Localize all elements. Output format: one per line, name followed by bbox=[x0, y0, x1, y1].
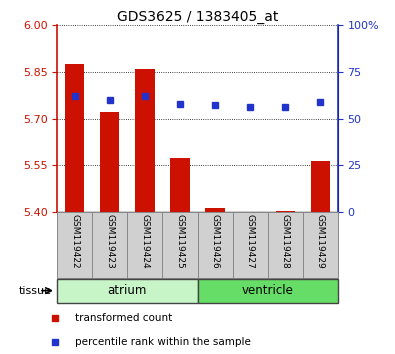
Text: GSM119428: GSM119428 bbox=[280, 215, 290, 269]
Bar bbox=[65, 64, 85, 212]
Text: ventricle: ventricle bbox=[242, 284, 293, 297]
Text: GSM119429: GSM119429 bbox=[316, 215, 325, 269]
Bar bbox=[100, 112, 120, 212]
Bar bbox=[275, 211, 295, 212]
Text: tissue: tissue bbox=[19, 286, 52, 296]
Title: GDS3625 / 1383405_at: GDS3625 / 1383405_at bbox=[117, 10, 278, 24]
Bar bbox=[135, 69, 154, 212]
Bar bbox=[170, 158, 190, 212]
Bar bbox=[57, 212, 92, 278]
Bar bbox=[92, 212, 127, 278]
Bar bbox=[162, 212, 198, 278]
Text: percentile rank within the sample: percentile rank within the sample bbox=[75, 337, 251, 347]
Text: transformed count: transformed count bbox=[75, 313, 172, 323]
Bar bbox=[57, 279, 198, 303]
Text: GSM119425: GSM119425 bbox=[175, 215, 184, 269]
Bar bbox=[233, 212, 267, 278]
Bar bbox=[303, 212, 338, 278]
Bar bbox=[198, 212, 233, 278]
Text: GSM119424: GSM119424 bbox=[140, 215, 149, 269]
Text: GSM119427: GSM119427 bbox=[246, 215, 255, 269]
Text: GSM119426: GSM119426 bbox=[211, 215, 220, 269]
Bar bbox=[198, 279, 338, 303]
Bar bbox=[310, 161, 330, 212]
Text: GSM119422: GSM119422 bbox=[70, 215, 79, 269]
Text: GSM119423: GSM119423 bbox=[105, 215, 115, 269]
Bar bbox=[205, 208, 225, 212]
Text: atrium: atrium bbox=[108, 284, 147, 297]
Bar bbox=[127, 212, 162, 278]
Bar bbox=[267, 212, 303, 278]
